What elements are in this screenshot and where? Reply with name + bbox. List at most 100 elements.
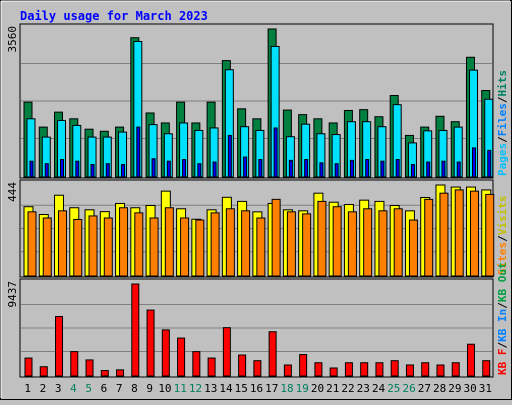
sites-bar-day-5 <box>88 215 98 277</box>
x-tick-label-day-19: 19 <box>296 382 309 395</box>
pages-bar-day-21 <box>334 163 339 178</box>
kbf-bar-day-19 <box>299 354 308 377</box>
kbf-bar-day-2 <box>39 366 48 377</box>
kbf-bar-day-4 <box>70 351 79 377</box>
panel-2-legend: Sites/Visits <box>496 196 509 276</box>
kbf-bar-day-23 <box>360 362 369 377</box>
kbf-bar-day-29 <box>451 362 460 377</box>
kbf-bar-day-31 <box>482 360 491 377</box>
kbf-bar-day-5 <box>85 359 94 377</box>
x-tick-label-day-29: 29 <box>448 382 461 395</box>
sites-bar-day-7 <box>119 207 129 277</box>
x-tick-label-day-3: 3 <box>55 382 62 395</box>
x-tick-label-day-18: 18 <box>280 382 293 395</box>
x-tick-label-day-4: 4 <box>70 382 77 395</box>
kbf-bar-day-28 <box>436 364 445 377</box>
kbf-bar-day-1 <box>24 357 33 377</box>
sites-bar-day-26 <box>408 219 418 277</box>
pages-bar-day-1 <box>29 160 34 178</box>
kbf-bar-day-3 <box>55 316 64 377</box>
kbf-bar-day-15 <box>238 354 247 377</box>
legend-entry-kb-out: KB Out <box>496 262 509 302</box>
x-tick-label-day-10: 10 <box>158 382 171 395</box>
x-tick-label-day-15: 15 <box>235 382 248 395</box>
pages-bar-day-23 <box>365 159 370 178</box>
pages-bar-day-18 <box>288 159 293 178</box>
pages-bar-day-7 <box>121 164 126 178</box>
sites-bar-day-19 <box>302 213 312 277</box>
sites-bar-day-13 <box>210 212 220 277</box>
x-tick-label-day-23: 23 <box>357 382 370 395</box>
legend-entry-kb-f: KB F <box>496 349 509 376</box>
panel-1-ymax-label: 3560 <box>6 26 19 53</box>
pages-bar-day-29 <box>456 161 461 178</box>
sites-bar-day-23 <box>363 208 373 277</box>
kbf-bar-day-22 <box>344 362 353 377</box>
pages-bar-day-14 <box>227 134 232 178</box>
kbf-bar-day-10 <box>161 329 170 377</box>
sites-bar-day-16 <box>256 217 266 277</box>
kbf-bar-day-16 <box>253 360 262 377</box>
legend-entry-pages: Pages <box>496 143 509 176</box>
x-tick-label-day-25: 25 <box>387 382 400 395</box>
sites-bar-day-20 <box>317 200 327 277</box>
pages-bar-day-15 <box>243 156 248 178</box>
kbf-bar-day-6 <box>100 370 109 377</box>
sites-bar-day-9 <box>149 217 159 277</box>
pages-bar-day-26 <box>410 164 415 178</box>
x-tick-label-day-2: 2 <box>40 382 47 395</box>
x-tick-label-day-24: 24 <box>372 382 386 395</box>
kbf-bar-day-26 <box>405 364 414 377</box>
pages-bar-day-28 <box>441 160 446 178</box>
pages-bar-day-9 <box>151 158 156 178</box>
legend-entry-hits: Hits <box>496 70 509 97</box>
kbf-bar-day-18 <box>283 364 292 377</box>
sites-bar-day-30 <box>469 190 479 277</box>
kbf-bar-day-17 <box>268 331 277 377</box>
panel-1-legend: Pages/Files/Hits <box>496 70 509 176</box>
x-tick-label-day-31: 31 <box>479 382 492 395</box>
kbf-bar-day-25 <box>390 360 399 377</box>
x-tick-label-day-28: 28 <box>433 382 446 395</box>
pages-bar-day-24 <box>380 160 385 178</box>
pages-bar-day-12 <box>197 163 202 178</box>
kbf-bar-day-20 <box>314 362 323 377</box>
x-tick-label-day-7: 7 <box>116 382 123 395</box>
pages-bar-day-20 <box>319 162 324 178</box>
sites-bar-day-11 <box>180 217 190 277</box>
pages-bar-day-2 <box>44 163 49 178</box>
sites-bar-day-3 <box>58 210 68 277</box>
pages-bar-day-31 <box>487 149 492 178</box>
x-tick-label-day-14: 14 <box>219 382 233 395</box>
x-tick-label-day-16: 16 <box>250 382 263 395</box>
x-tick-label-day-5: 5 <box>85 382 92 395</box>
kbf-bar-day-11 <box>177 337 186 377</box>
legend-entry-kb-in: KB In <box>496 309 509 342</box>
x-tick-label-day-21: 21 <box>326 382 339 395</box>
x-tick-label-day-8: 8 <box>131 382 138 395</box>
sites-bar-day-6 <box>103 217 113 277</box>
sites-bar-day-27 <box>424 198 434 277</box>
legend-entry-visits: Visits <box>496 196 509 236</box>
x-tick-label-day-9: 9 <box>146 382 153 395</box>
pages-bar-day-10 <box>166 160 171 178</box>
kbf-bar-day-14 <box>222 327 231 377</box>
pages-bar-day-22 <box>349 159 354 178</box>
sites-bar-day-12 <box>195 219 205 277</box>
sites-bar-day-24 <box>378 210 388 277</box>
sites-bar-day-2 <box>42 217 52 277</box>
sites-bar-day-18 <box>286 211 296 277</box>
kbf-bar-day-24 <box>375 362 384 377</box>
sites-bar-day-1 <box>27 211 37 277</box>
sites-bar-day-17 <box>271 198 281 277</box>
pages-bar-day-3 <box>60 159 65 178</box>
sites-bar-day-22 <box>347 211 357 277</box>
sites-bar-day-10 <box>164 207 174 277</box>
pages-bar-day-19 <box>304 159 309 178</box>
legend-entry-files: Files <box>496 103 509 136</box>
kbf-bar-day-30 <box>466 343 475 377</box>
sites-bar-day-21 <box>332 206 342 277</box>
pages-bar-day-27 <box>426 161 431 178</box>
x-tick-label-day-11: 11 <box>174 382 187 395</box>
x-tick-label-day-27: 27 <box>418 382 431 395</box>
